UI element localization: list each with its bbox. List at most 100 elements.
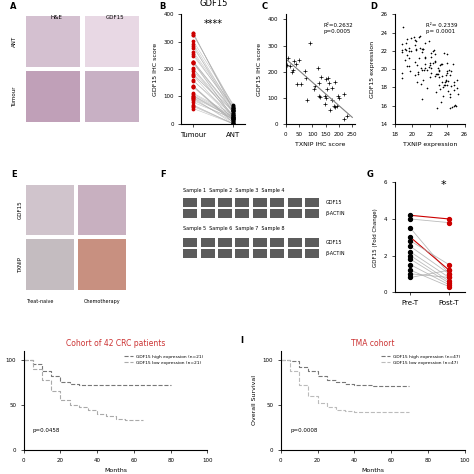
Text: F: F — [161, 170, 166, 179]
Bar — [183, 209, 197, 218]
Bar — [85, 17, 139, 67]
Point — [190, 82, 197, 90]
Point — [398, 70, 405, 77]
Point — [419, 45, 427, 53]
Point — [229, 110, 237, 118]
Point — [190, 37, 197, 45]
Bar — [305, 249, 319, 258]
Point — [190, 101, 197, 109]
Point — [322, 94, 329, 101]
Text: *: * — [441, 180, 447, 190]
Point — [407, 252, 414, 259]
Point — [425, 63, 432, 71]
Point — [190, 92, 197, 100]
Point — [450, 81, 457, 89]
Point — [406, 54, 413, 61]
Point — [399, 48, 406, 55]
Text: R²=0.2632
p=0.0005: R²=0.2632 p=0.0005 — [324, 23, 354, 34]
Point — [229, 114, 237, 121]
Point — [438, 72, 446, 80]
Title: Cohort of 42 CRC patients: Cohort of 42 CRC patients — [66, 339, 165, 348]
Point — [411, 58, 419, 65]
Point — [445, 283, 453, 291]
Text: ANT: ANT — [12, 36, 17, 47]
Point — [190, 77, 197, 84]
Point — [229, 118, 237, 126]
Point — [427, 60, 434, 67]
Point — [330, 103, 337, 110]
Point — [400, 24, 407, 31]
Point — [445, 66, 453, 74]
Text: D: D — [371, 2, 378, 11]
Bar — [183, 198, 197, 207]
Text: Sample 1  Sample 2  Sample 3  Sample 4: Sample 1 Sample 2 Sample 3 Sample 4 — [183, 188, 285, 193]
Point — [432, 70, 439, 78]
Point — [445, 215, 453, 223]
Point — [426, 62, 434, 69]
Point — [412, 45, 419, 53]
Point — [292, 61, 300, 68]
Point — [434, 70, 442, 78]
Point — [445, 219, 453, 227]
Point — [229, 120, 237, 128]
Bar — [253, 198, 267, 207]
Point — [341, 115, 348, 122]
Point — [335, 94, 343, 102]
Point — [445, 270, 453, 278]
Point — [283, 62, 291, 69]
Point — [429, 59, 437, 67]
Point — [190, 48, 197, 56]
Point — [190, 50, 197, 58]
Text: GDF15: GDF15 — [326, 200, 342, 205]
Point — [190, 29, 197, 37]
Bar — [288, 209, 301, 218]
Point — [445, 279, 453, 287]
Point — [440, 81, 447, 89]
Point — [331, 103, 338, 111]
Point — [229, 101, 237, 109]
Text: Chemotherapy: Chemotherapy — [84, 299, 120, 304]
X-axis label: Months: Months — [361, 468, 384, 474]
Point — [449, 60, 456, 68]
Point — [405, 44, 413, 52]
Point — [429, 48, 437, 55]
Point — [229, 103, 237, 111]
Point — [340, 90, 348, 97]
Point — [436, 85, 444, 93]
Point — [407, 243, 414, 250]
Y-axis label: GDF15 IHC score: GDF15 IHC score — [257, 43, 262, 96]
Point — [416, 54, 423, 62]
Bar — [85, 71, 139, 122]
Bar — [26, 71, 80, 122]
Point — [326, 107, 334, 114]
Point — [315, 80, 323, 87]
Point — [431, 58, 438, 66]
Point — [445, 281, 453, 289]
Point — [190, 29, 197, 37]
Point — [190, 31, 197, 38]
Point — [229, 115, 237, 123]
Point — [229, 114, 237, 121]
Bar — [218, 198, 232, 207]
Point — [439, 92, 447, 100]
Text: C: C — [261, 2, 267, 11]
Point — [316, 93, 323, 100]
Point — [419, 76, 427, 84]
Point — [229, 107, 237, 115]
Point — [190, 83, 197, 91]
Point — [229, 106, 237, 113]
Point — [426, 37, 433, 45]
Bar — [305, 209, 319, 218]
Point — [441, 79, 449, 86]
Point — [229, 109, 237, 116]
Point — [427, 49, 434, 56]
Point — [317, 73, 325, 81]
Point — [420, 66, 428, 73]
Point — [307, 39, 314, 46]
Point — [443, 81, 450, 89]
Point — [190, 72, 197, 80]
Point — [430, 46, 438, 54]
Bar — [270, 198, 284, 207]
Y-axis label: Overall Survival: Overall Survival — [252, 375, 257, 426]
Point — [443, 67, 451, 74]
